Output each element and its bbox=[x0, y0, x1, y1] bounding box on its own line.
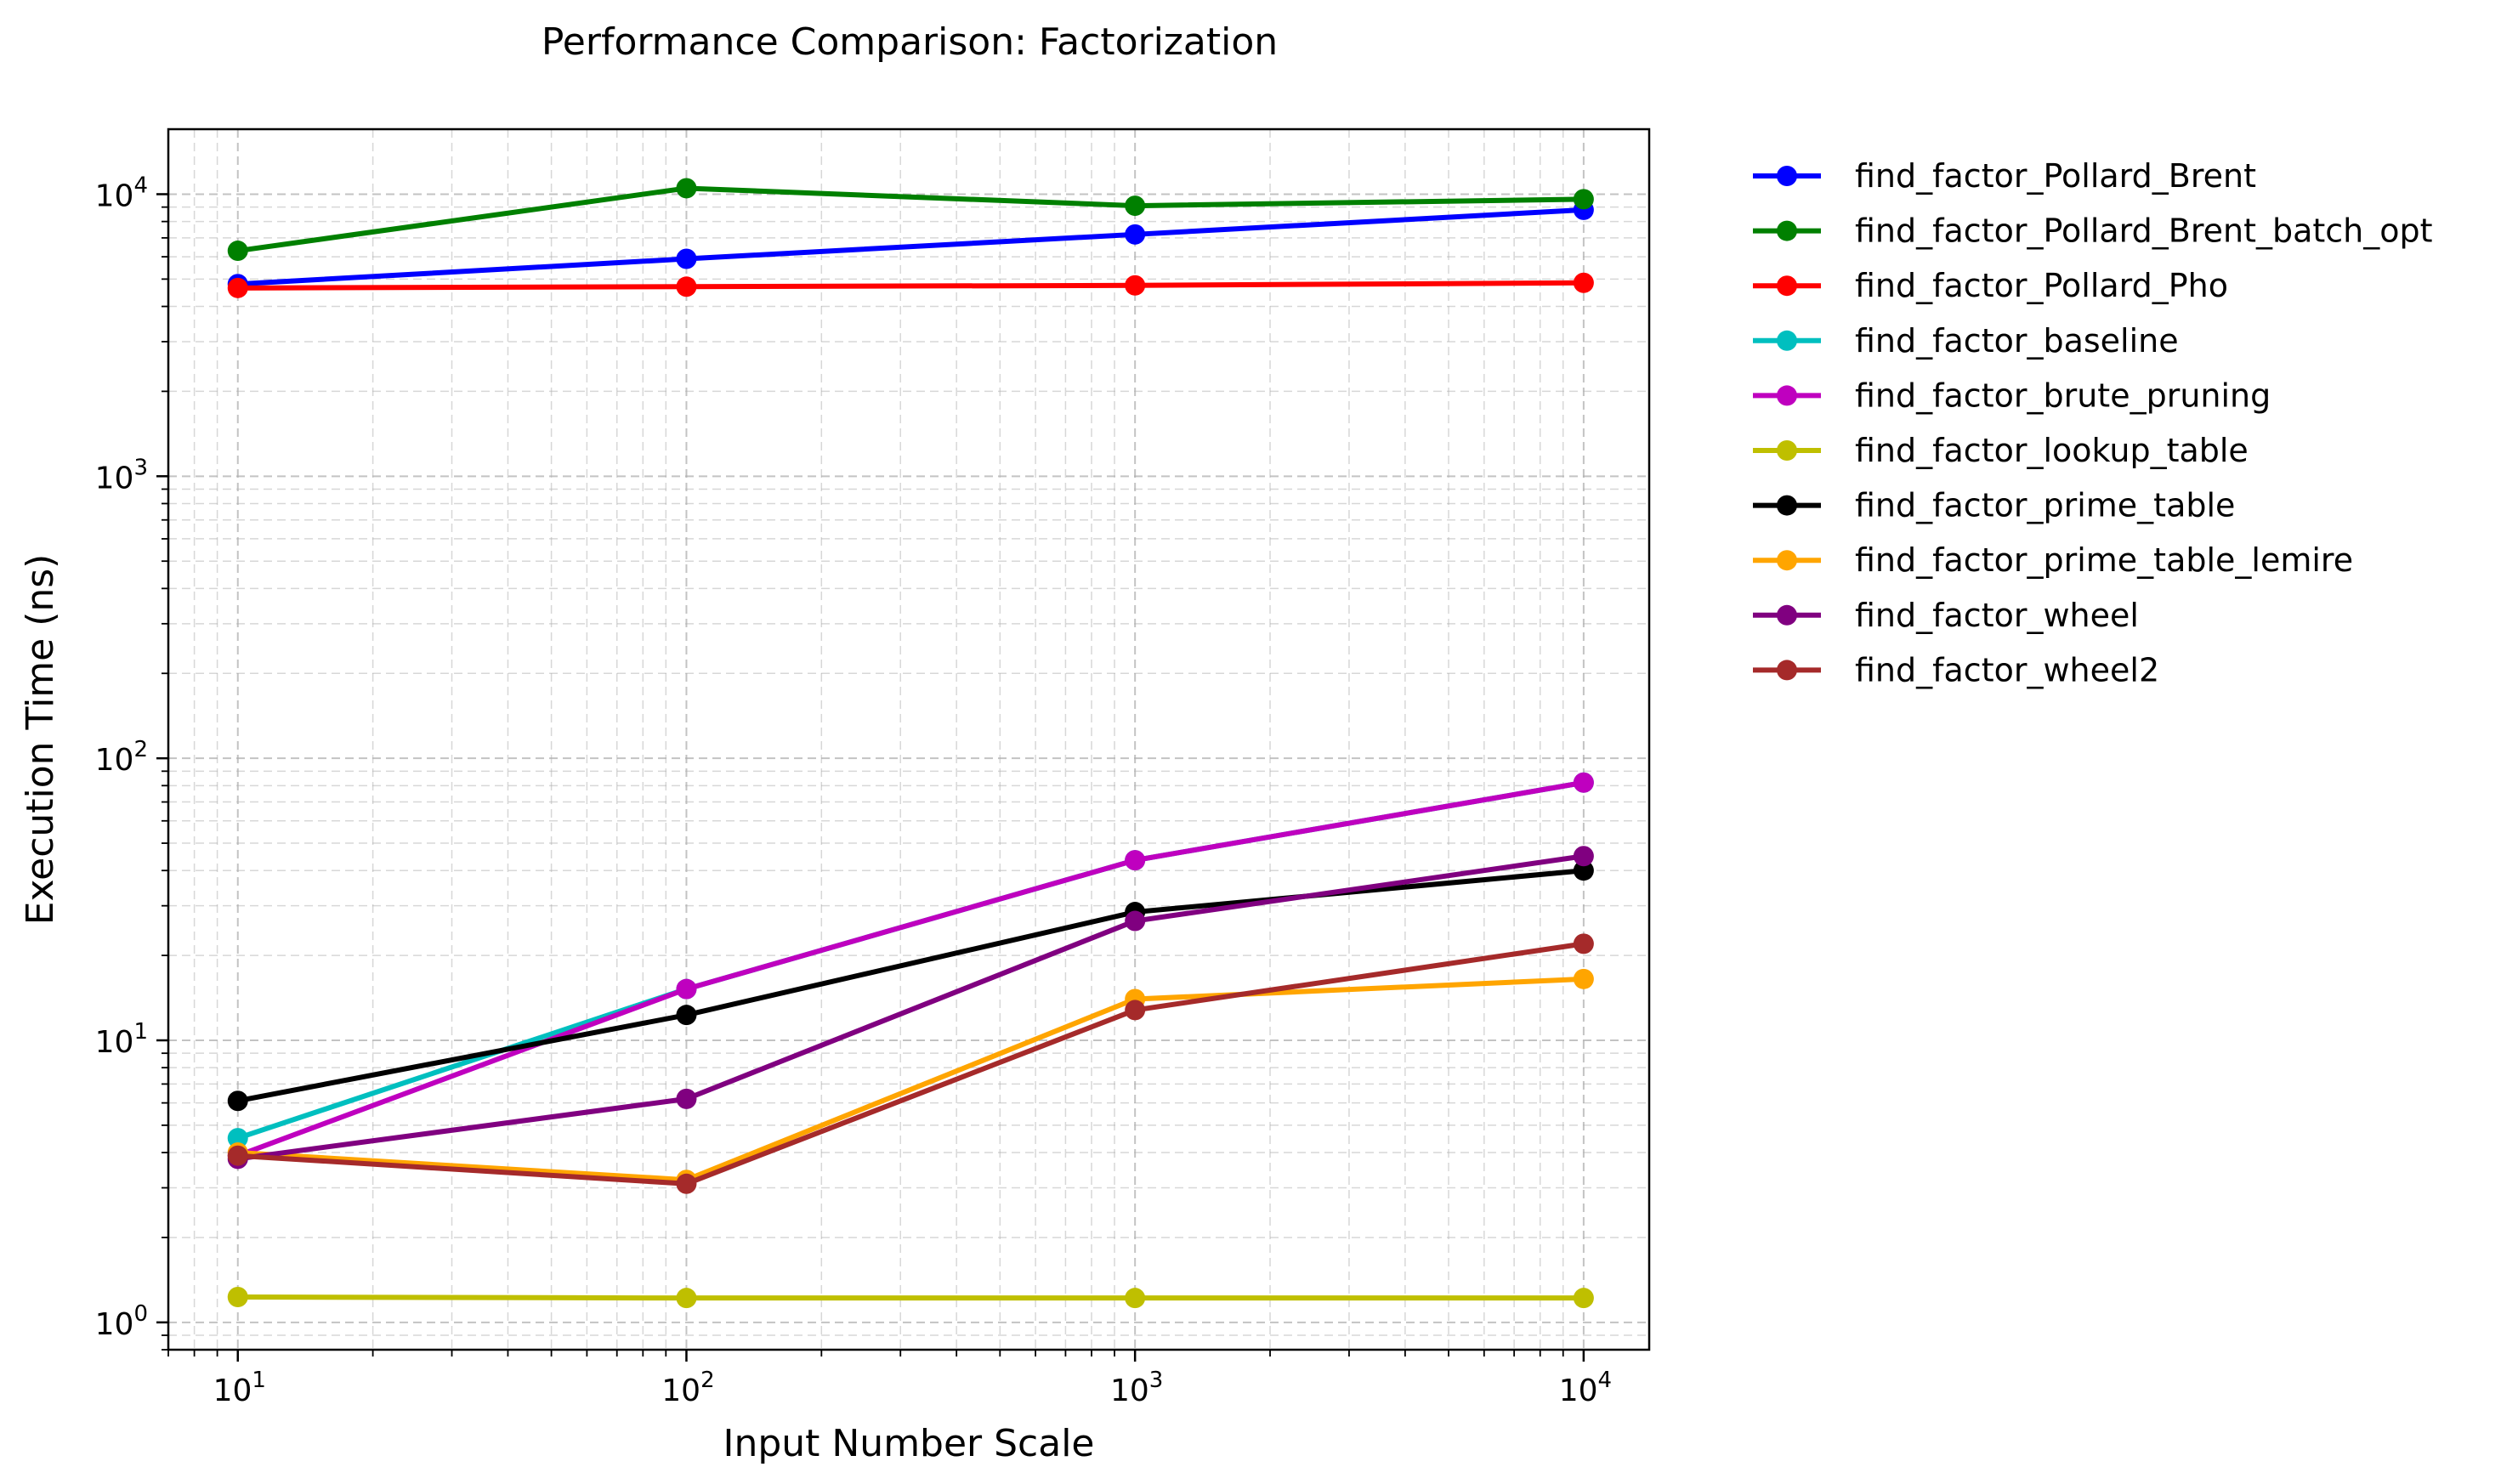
series-line bbox=[237, 976, 1585, 1183]
legend-label: find_factor_Pollard_Brent bbox=[1855, 157, 2256, 195]
legend-marker bbox=[1777, 275, 1797, 297]
x-tick-label: 103 bbox=[1110, 1368, 1163, 1408]
legend: find_factor_Pollard_Brent find_factor_Pol… bbox=[1753, 157, 2433, 688]
data-point bbox=[676, 1005, 697, 1026]
legend-entry: find_factor_baseline bbox=[1753, 322, 2179, 360]
data-point bbox=[1125, 1288, 1146, 1309]
legend-marker bbox=[1777, 604, 1797, 626]
data-point bbox=[1125, 195, 1146, 217]
legend-label: find_factor_baseline bbox=[1855, 322, 2179, 360]
data-point bbox=[227, 1090, 248, 1112]
data-point bbox=[1573, 272, 1594, 293]
series-line bbox=[237, 853, 1585, 1162]
data-point bbox=[1125, 910, 1146, 932]
legend-label: find_factor_Pollard_Pho bbox=[1855, 267, 2228, 304]
plot-frame bbox=[167, 127, 1651, 1351]
data-point bbox=[676, 178, 697, 199]
legend-entry: find_factor_lookup_table bbox=[1753, 432, 2249, 469]
legend-label: find_factor_wheel2 bbox=[1855, 651, 2159, 688]
y-tick-label: 104 bbox=[95, 173, 148, 213]
series-line bbox=[237, 868, 1585, 1104]
data-point bbox=[1573, 933, 1594, 954]
series-line bbox=[237, 941, 1585, 1187]
legend-marker bbox=[1777, 660, 1797, 681]
data-point bbox=[676, 1088, 697, 1109]
series-line bbox=[237, 185, 1584, 254]
legend-label: find_factor_wheel bbox=[1855, 597, 2139, 634]
data-point bbox=[1573, 968, 1594, 989]
y-tick-label: 103 bbox=[95, 455, 148, 496]
data-point bbox=[227, 1128, 248, 1149]
legend-label: find_factor_prime_table bbox=[1855, 487, 2235, 524]
legend-label: find_factor_prime_table_lemire bbox=[1855, 541, 2353, 579]
chart-title: Performance Comparison: Factorization bbox=[542, 20, 1278, 64]
series-line bbox=[237, 207, 1585, 287]
legend-marker bbox=[1777, 385, 1797, 406]
ticks: 101 102 103 104 100 101 102 103 104 bbox=[95, 173, 1612, 1408]
x-tick-label: 101 bbox=[213, 1368, 266, 1408]
y-axis-label: Execution Time (ns) bbox=[19, 554, 62, 926]
data-point bbox=[1573, 772, 1594, 793]
legend-entry: find_factor_Pollard_Brent bbox=[1753, 157, 2256, 195]
data-point bbox=[676, 978, 697, 1000]
data-point bbox=[1573, 189, 1594, 210]
legend-marker bbox=[1777, 166, 1797, 186]
series-find_factor_wheel2 bbox=[227, 933, 1594, 1194]
series-line bbox=[237, 280, 1584, 291]
data-point bbox=[1573, 846, 1594, 867]
series-find_factor_Pollard_Brent bbox=[227, 199, 1594, 295]
series-find_factor_Pollard_Pho bbox=[227, 272, 1594, 298]
legend-entry: find_factor_wheel bbox=[1753, 597, 2139, 634]
legend-marker bbox=[1777, 330, 1797, 351]
series-line bbox=[236, 779, 1585, 1158]
y-tick-label: 100 bbox=[95, 1301, 148, 1342]
legend-marker bbox=[1777, 440, 1797, 461]
data-point bbox=[1573, 1288, 1594, 1309]
legend-entry: find_factor_brute_pruning bbox=[1753, 377, 2271, 414]
legend-marker bbox=[1777, 550, 1797, 571]
series-line bbox=[237, 1294, 1584, 1301]
legend-label: find_factor_lookup_table bbox=[1855, 432, 2249, 469]
legend-entry: find_factor_prime_table bbox=[1753, 487, 2235, 524]
data-point bbox=[227, 277, 248, 298]
legend-marker bbox=[1777, 495, 1797, 516]
data-point bbox=[1125, 275, 1146, 296]
data-point bbox=[676, 276, 697, 297]
series-find_factor_wheel bbox=[227, 846, 1594, 1170]
data-point bbox=[676, 1288, 697, 1309]
data-point bbox=[227, 241, 248, 262]
legend-entry: find_factor_Pollard_Brent_batch_opt bbox=[1753, 212, 2433, 250]
x-tick-label: 104 bbox=[1559, 1368, 1612, 1408]
y-tick-label: 101 bbox=[95, 1019, 148, 1060]
data-point bbox=[1573, 860, 1594, 881]
x-axis-label: Input Number Scale bbox=[723, 1422, 1094, 1465]
data-point bbox=[227, 1145, 248, 1166]
data-point bbox=[676, 1173, 697, 1194]
series-find_factor_prime_table bbox=[227, 860, 1594, 1112]
legend-entry: find_factor_prime_table_lemire bbox=[1753, 541, 2353, 579]
series-find_factor_Pollard_Brent_batch_opt bbox=[227, 178, 1594, 262]
data-point bbox=[676, 248, 697, 269]
legend-entry: find_factor_wheel2 bbox=[1753, 651, 2159, 688]
legend-label: find_factor_brute_pruning bbox=[1855, 377, 2271, 414]
legend-marker bbox=[1777, 220, 1797, 241]
series-find_factor_lookup_table bbox=[227, 1287, 1594, 1309]
data-point bbox=[1125, 1000, 1146, 1021]
data-point bbox=[227, 1287, 248, 1308]
data-point bbox=[1125, 224, 1146, 245]
series-line bbox=[236, 779, 1585, 1141]
legend-entry: find_factor_Pollard_Pho bbox=[1753, 267, 2228, 304]
series-layer bbox=[227, 178, 1594, 1309]
grid bbox=[167, 129, 1649, 1351]
data-point bbox=[1125, 850, 1146, 871]
x-tick-label: 102 bbox=[661, 1368, 714, 1408]
legend-label: find_factor_Pollard_Brent_batch_opt bbox=[1855, 212, 2433, 250]
series-find_factor_brute_pruning bbox=[227, 772, 1594, 1166]
series-find_factor_prime_table_lemire bbox=[227, 968, 1594, 1191]
y-tick-label: 102 bbox=[95, 737, 148, 778]
